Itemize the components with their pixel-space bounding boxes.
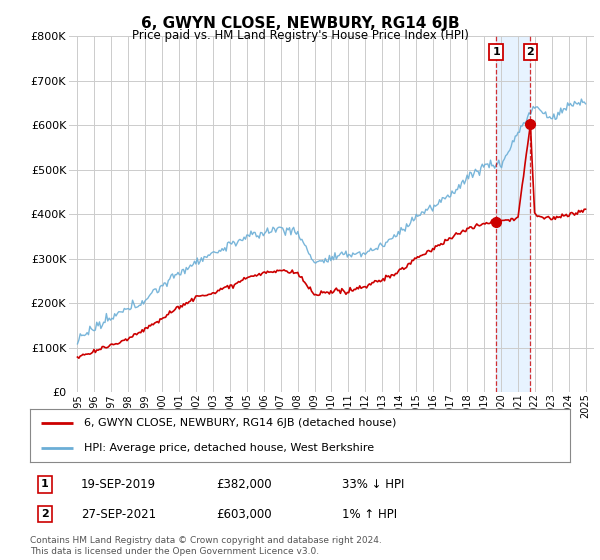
Text: Price paid vs. HM Land Registry's House Price Index (HPI): Price paid vs. HM Land Registry's House …	[131, 29, 469, 42]
Text: Contains HM Land Registry data © Crown copyright and database right 2024.
This d: Contains HM Land Registry data © Crown c…	[30, 536, 382, 556]
Text: 19-SEP-2019: 19-SEP-2019	[81, 478, 156, 491]
Text: £382,000: £382,000	[216, 478, 272, 491]
Text: 2: 2	[41, 509, 49, 519]
Text: 6, GWYN CLOSE, NEWBURY, RG14 6JB: 6, GWYN CLOSE, NEWBURY, RG14 6JB	[140, 16, 460, 31]
Text: 2: 2	[526, 47, 534, 57]
Text: £603,000: £603,000	[216, 507, 272, 521]
Text: 33% ↓ HPI: 33% ↓ HPI	[342, 478, 404, 491]
Text: 1: 1	[41, 479, 49, 489]
Text: 1: 1	[492, 47, 500, 57]
Text: 1% ↑ HPI: 1% ↑ HPI	[342, 507, 397, 521]
Text: HPI: Average price, detached house, West Berkshire: HPI: Average price, detached house, West…	[84, 442, 374, 452]
Bar	[496, 36, 530, 392]
Text: 27-SEP-2021: 27-SEP-2021	[81, 507, 156, 521]
Text: 6, GWYN CLOSE, NEWBURY, RG14 6JB (detached house): 6, GWYN CLOSE, NEWBURY, RG14 6JB (detach…	[84, 418, 397, 428]
